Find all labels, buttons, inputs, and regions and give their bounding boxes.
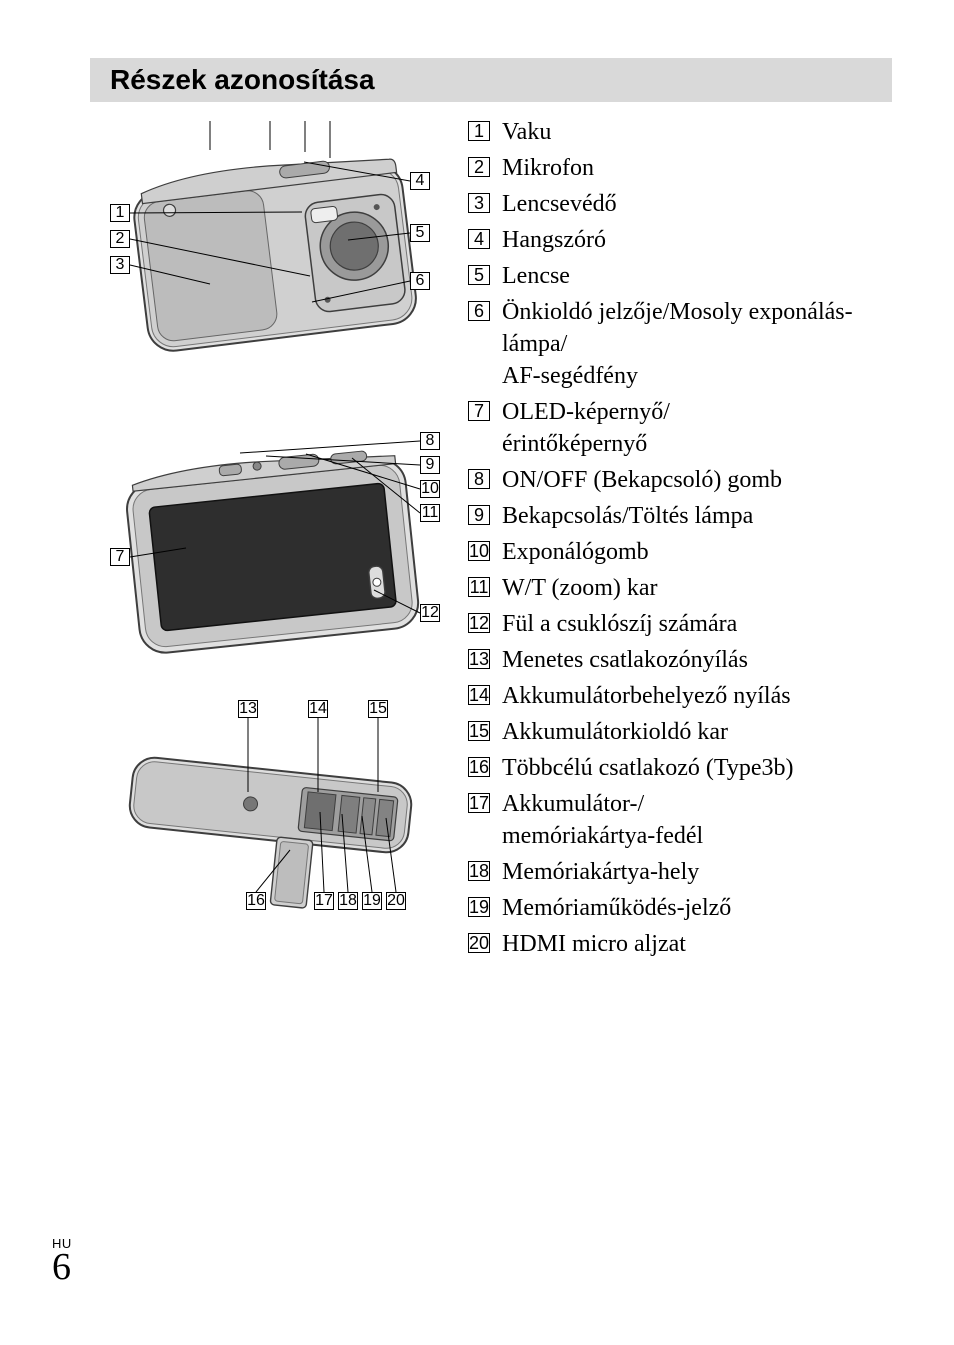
callout-10: 10 <box>420 480 440 498</box>
callout-19: 19 <box>362 892 382 910</box>
part-label: Akkumulátorkioldó kar <box>502 716 728 748</box>
callout-6: 6 <box>410 272 430 290</box>
part-item-4: 4 Hangszóró <box>468 224 892 256</box>
part-number: 6 <box>468 301 490 321</box>
part-number: 7 <box>468 401 490 421</box>
camera-back-illustration <box>90 418 445 678</box>
camera-bottom-illustration <box>90 700 445 915</box>
part-number: 4 <box>468 229 490 249</box>
camera-front-illustration <box>90 116 445 396</box>
part-item-14: 14 Akkumulátorbehelyező nyílás <box>468 680 892 712</box>
part-item-13: 13 Menetes csatlakozónyílás <box>468 644 892 676</box>
part-label: Memóriaműködés-jelző <box>502 892 731 924</box>
callout-8: 8 <box>420 432 440 450</box>
part-item-2: 2 Mikrofon <box>468 152 892 184</box>
callout-1: 1 <box>110 204 130 222</box>
diagram-column: 123456 <box>90 116 445 937</box>
part-label: ON/OFF (Bekapcsoló) gomb <box>502 464 782 496</box>
part-number: 15 <box>468 721 490 741</box>
part-label: Akkumulátor-/memóriakártya-fedél <box>502 788 703 852</box>
part-number: 13 <box>468 649 490 669</box>
callout-4: 4 <box>410 172 430 190</box>
part-label: Hangszóró <box>502 224 606 256</box>
part-item-5: 5 Lencse <box>468 260 892 292</box>
part-item-12: 12 Fül a csuklószíj számára <box>468 608 892 640</box>
part-label: Többcélú csatlakozó (Type3b) <box>502 752 794 784</box>
callout-9: 9 <box>420 456 440 474</box>
part-item-9: 9 Bekapcsolás/Töltés lámpa <box>468 500 892 532</box>
part-item-6: 6 Önkioldó jelzője/Mosoly exponálás-lámpa… <box>468 296 892 392</box>
part-number: 11 <box>468 577 490 597</box>
part-number: 17 <box>468 793 490 813</box>
part-item-7: 7 OLED-képernyő/érintőképernyő <box>468 396 892 460</box>
footer-page-number: 6 <box>52 1246 71 1288</box>
callout-16: 16 <box>246 892 266 910</box>
callout-15: 15 <box>368 700 388 718</box>
callout-5: 5 <box>410 224 430 242</box>
part-number: 9 <box>468 505 490 525</box>
part-item-16: 16 Többcélú csatlakozó (Type3b) <box>468 752 892 784</box>
page-footer: HU 6 <box>52 1236 72 1289</box>
part-item-15: 15 Akkumulátorkioldó kar <box>468 716 892 748</box>
part-number: 19 <box>468 897 490 917</box>
callout-7: 7 <box>110 548 130 566</box>
part-label: Lencsevédő <box>502 188 617 220</box>
part-number: 8 <box>468 469 490 489</box>
callout-14: 14 <box>308 700 328 718</box>
part-label: HDMI micro aljzat <box>502 928 686 960</box>
callout-17: 17 <box>314 892 334 910</box>
part-item-20: 20 HDMI micro aljzat <box>468 928 892 960</box>
callout-12: 12 <box>420 604 440 622</box>
parts-list: 1 Vaku 2 Mikrofon 3 Lencsevédő 4 Hangszóró 5 Lenc… <box>468 116 892 964</box>
part-label: Fül a csuklószíj számára <box>502 608 737 640</box>
part-label: Vaku <box>502 116 551 148</box>
part-label: W/T (zoom) kar <box>502 572 658 604</box>
part-item-11: 11 W/T (zoom) kar <box>468 572 892 604</box>
part-number: 12 <box>468 613 490 633</box>
callout-3: 3 <box>110 256 130 274</box>
part-label: Mikrofon <box>502 152 594 184</box>
section-title: Részek azonosítása <box>110 64 375 96</box>
part-label: OLED-képernyő/érintőképernyő <box>502 396 670 460</box>
part-label: Önkioldó jelzője/Mosoly exponálás-lámpa/… <box>502 296 892 392</box>
part-number: 1 <box>468 121 490 141</box>
part-number: 14 <box>468 685 490 705</box>
part-label: Menetes csatlakozónyílás <box>502 644 748 676</box>
section-header: Részek azonosítása <box>90 58 892 102</box>
part-number: 16 <box>468 757 490 777</box>
part-label: Exponálógomb <box>502 536 649 568</box>
part-number: 5 <box>468 265 490 285</box>
part-item-1: 1 Vaku <box>468 116 892 148</box>
part-number: 10 <box>468 541 490 561</box>
part-number: 20 <box>468 933 490 953</box>
callout-2: 2 <box>110 230 130 248</box>
diagram-back: 7 8 9 10 11 12 <box>90 418 445 678</box>
callout-13: 13 <box>238 700 258 718</box>
diagram-bottom: 13 14 15 16 17181920 <box>90 700 445 915</box>
part-label: Bekapcsolás/Töltés lámpa <box>502 500 753 532</box>
part-item-19: 19 Memóriaműködés-jelző <box>468 892 892 924</box>
part-label: Memóriakártya-hely <box>502 856 699 888</box>
part-item-10: 10 Exponálógomb <box>468 536 892 568</box>
callout-11: 11 <box>420 504 440 522</box>
part-label: Lencse <box>502 260 570 292</box>
part-label: Akkumulátorbehelyező nyílás <box>502 680 791 712</box>
part-item-18: 18 Memóriakártya-hely <box>468 856 892 888</box>
part-item-17: 17 Akkumulátor-/memóriakártya-fedél <box>468 788 892 852</box>
part-item-8: 8 ON/OFF (Bekapcsoló) gomb <box>468 464 892 496</box>
callout-18: 18 <box>338 892 358 910</box>
part-number: 3 <box>468 193 490 213</box>
manual-page: Részek azonosítása <box>0 0 954 1345</box>
part-item-3: 3 Lencsevédő <box>468 188 892 220</box>
diagram-front: 1 2 3 4 5 6 <box>90 116 445 396</box>
part-number: 18 <box>468 861 490 881</box>
callout-20: 20 <box>386 892 406 910</box>
part-number: 2 <box>468 157 490 177</box>
